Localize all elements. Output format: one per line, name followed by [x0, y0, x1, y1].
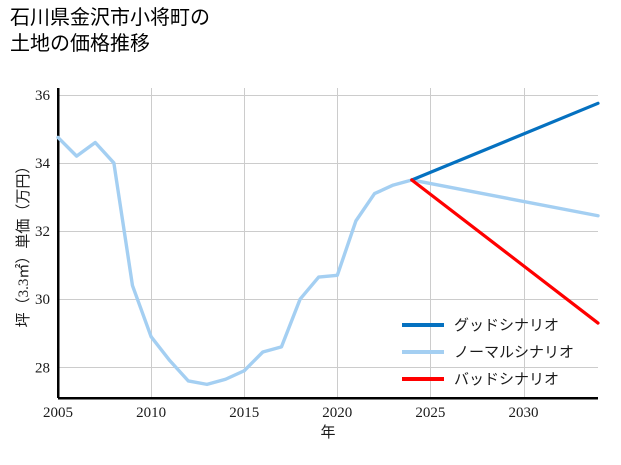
x-tick-labels: 2005 2010 2015 2020 2025 2030	[43, 405, 539, 421]
series-line-bad	[410, 178, 600, 325]
x-tick-label-2025: 2025	[415, 405, 445, 421]
x-axis-title: 年	[320, 424, 335, 441]
legend-label-1: ノーマルシナリオ	[454, 344, 574, 361]
series-line-normal	[56, 135, 600, 387]
legend-label-2: バッドシナリオ	[454, 371, 559, 388]
y-tick-label-32: 32	[35, 224, 50, 240]
legend-item-1[interactable]: ノーマルシナリオ	[402, 344, 574, 361]
x-tick-label-2015: 2015	[229, 405, 259, 421]
legend-label-0: グッドシナリオ	[454, 317, 559, 334]
x-tick-label-2010: 2010	[136, 405, 166, 421]
legend-item-0[interactable]: グッドシナリオ	[402, 317, 559, 334]
x-tick-label-2020: 2020	[322, 405, 352, 421]
y-tick-label-28: 28	[35, 360, 50, 376]
series-paths	[56, 101, 600, 387]
y-tick-label-30: 30	[35, 292, 50, 308]
chart-title-line2: 土地の価格推移	[10, 32, 150, 55]
legend-item-2[interactable]: バッドシナリオ	[402, 371, 559, 388]
y-tick-label-34: 34	[35, 156, 51, 172]
chart-title-line1: 石川県金沢市小将町の	[10, 6, 210, 29]
x-tick-label-2030: 2030	[509, 405, 539, 421]
y-axis-title: 坪（3.3㎡）単価（万円）	[15, 159, 32, 328]
y-tick-label-36: 36	[35, 88, 51, 104]
series-line-good	[410, 101, 600, 182]
y-tick-labels: 28 30 32 34 36	[35, 88, 51, 377]
y-gridlines	[58, 95, 598, 368]
x-tick-label-2005: 2005	[43, 405, 73, 421]
